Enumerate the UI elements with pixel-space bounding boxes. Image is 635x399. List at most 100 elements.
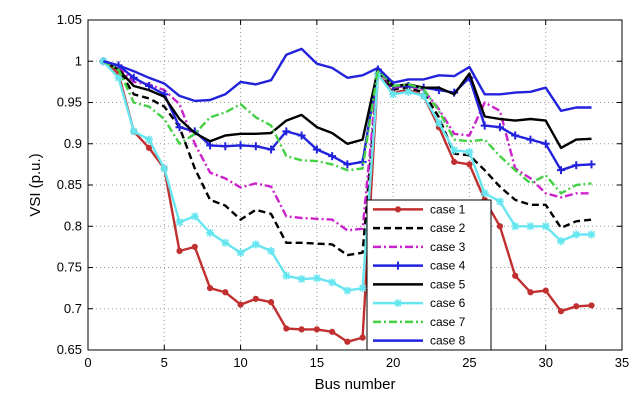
data-point [282,127,291,136]
x-tick-label: 35 [615,355,629,370]
data-point [573,303,580,310]
data-point [176,247,183,255]
data-point [588,302,595,309]
series-2 [102,60,592,257]
data-point [251,240,260,249]
series-line [102,60,592,232]
data-point [587,230,596,239]
data-point [526,135,535,144]
legend-item: case 1 [373,202,466,216]
data-point [267,299,275,306]
data-point [222,289,229,296]
data-point [206,141,215,150]
series-line [102,60,592,195]
data-point [312,145,321,154]
data-point [359,334,366,341]
data-point [282,271,291,280]
legend-item: case 2 [373,221,466,235]
y-tick-label: 0.9 [64,136,82,151]
y-tick-label: 0.95 [57,95,82,110]
y-tick-label: 0.65 [57,342,82,357]
data-point [557,308,565,315]
data-point [329,328,336,335]
data-point [251,142,260,151]
data-point [312,274,321,283]
data-point [419,91,428,100]
axis-ticks: 0 5 10 15 20 25 30 35 0.65 0.7 0.75 0.8 0.85 0.9 0.95 1… [57,12,630,370]
data-point [512,272,519,279]
y-tick-label: 0.85 [57,177,82,192]
legend-label: case 2 [430,221,466,235]
x-tick-label: 25 [462,355,476,370]
data-point [344,338,351,345]
data-point [221,142,230,151]
data-point [129,73,138,82]
series-line [102,47,592,113]
data-point [114,73,123,82]
data-point [298,326,305,333]
data-point [572,230,581,239]
data-point [145,82,154,90]
data-point [480,121,489,130]
y-tick-label: 0.75 [57,260,82,275]
data-point [206,228,215,237]
legend-label: case 7 [430,315,466,329]
data-point [495,197,504,206]
legend-item: case 4 [373,259,466,273]
data-point [328,152,337,161]
series-group [99,47,596,345]
legend: case 1 case 2 case 3 case 4 case 5 case 6 case… [366,199,492,351]
data-point [267,247,276,255]
data-point [252,295,259,302]
data-point [389,90,398,99]
data-point [541,222,550,231]
data-point [480,189,489,198]
series-5 [102,60,592,150]
legend-label: case 8 [430,334,466,348]
data-point [221,238,230,247]
y-axis-title: VSI (p.u.) [27,153,44,216]
data-point [466,161,473,168]
x-axis-title: Bus number [315,376,396,393]
legend-item: case 5 [373,277,466,291]
series-7 [102,60,592,195]
data-point [556,166,565,175]
data-point [572,161,581,170]
data-point [99,57,108,66]
data-point [236,248,245,257]
data-point [145,135,154,144]
data-point [283,325,290,332]
data-point [496,223,504,230]
legend-item: case 8 [373,334,466,348]
x-tick-label: 15 [310,355,324,370]
y-tick-label: 0.8 [64,218,82,233]
data-point [236,141,245,150]
data-point [511,222,520,231]
data-point [343,160,352,169]
data-point [465,148,474,156]
y-tick-label: 0.7 [64,301,82,316]
data-point [587,160,596,169]
data-point [191,243,198,250]
data-point [206,285,214,292]
data-point [526,222,535,231]
legend-marker [394,206,402,213]
legend-item: case 7 [373,315,466,329]
legend-marker [394,299,402,308]
data-point [358,284,367,293]
legend-marker [394,261,402,270]
series-line [102,60,592,150]
y-tick-label: 1 [75,53,82,68]
legend-item: case 6 [373,296,466,310]
legend-item: case 3 [373,240,466,254]
data-point [556,237,565,246]
data-point [450,146,459,155]
data-point [297,131,306,140]
data-point [495,123,504,132]
data-point [190,212,199,221]
series-line [102,60,592,257]
legend-label: case 1 [430,202,466,216]
data-point [297,275,306,284]
data-point [527,289,534,296]
data-point [313,326,320,333]
